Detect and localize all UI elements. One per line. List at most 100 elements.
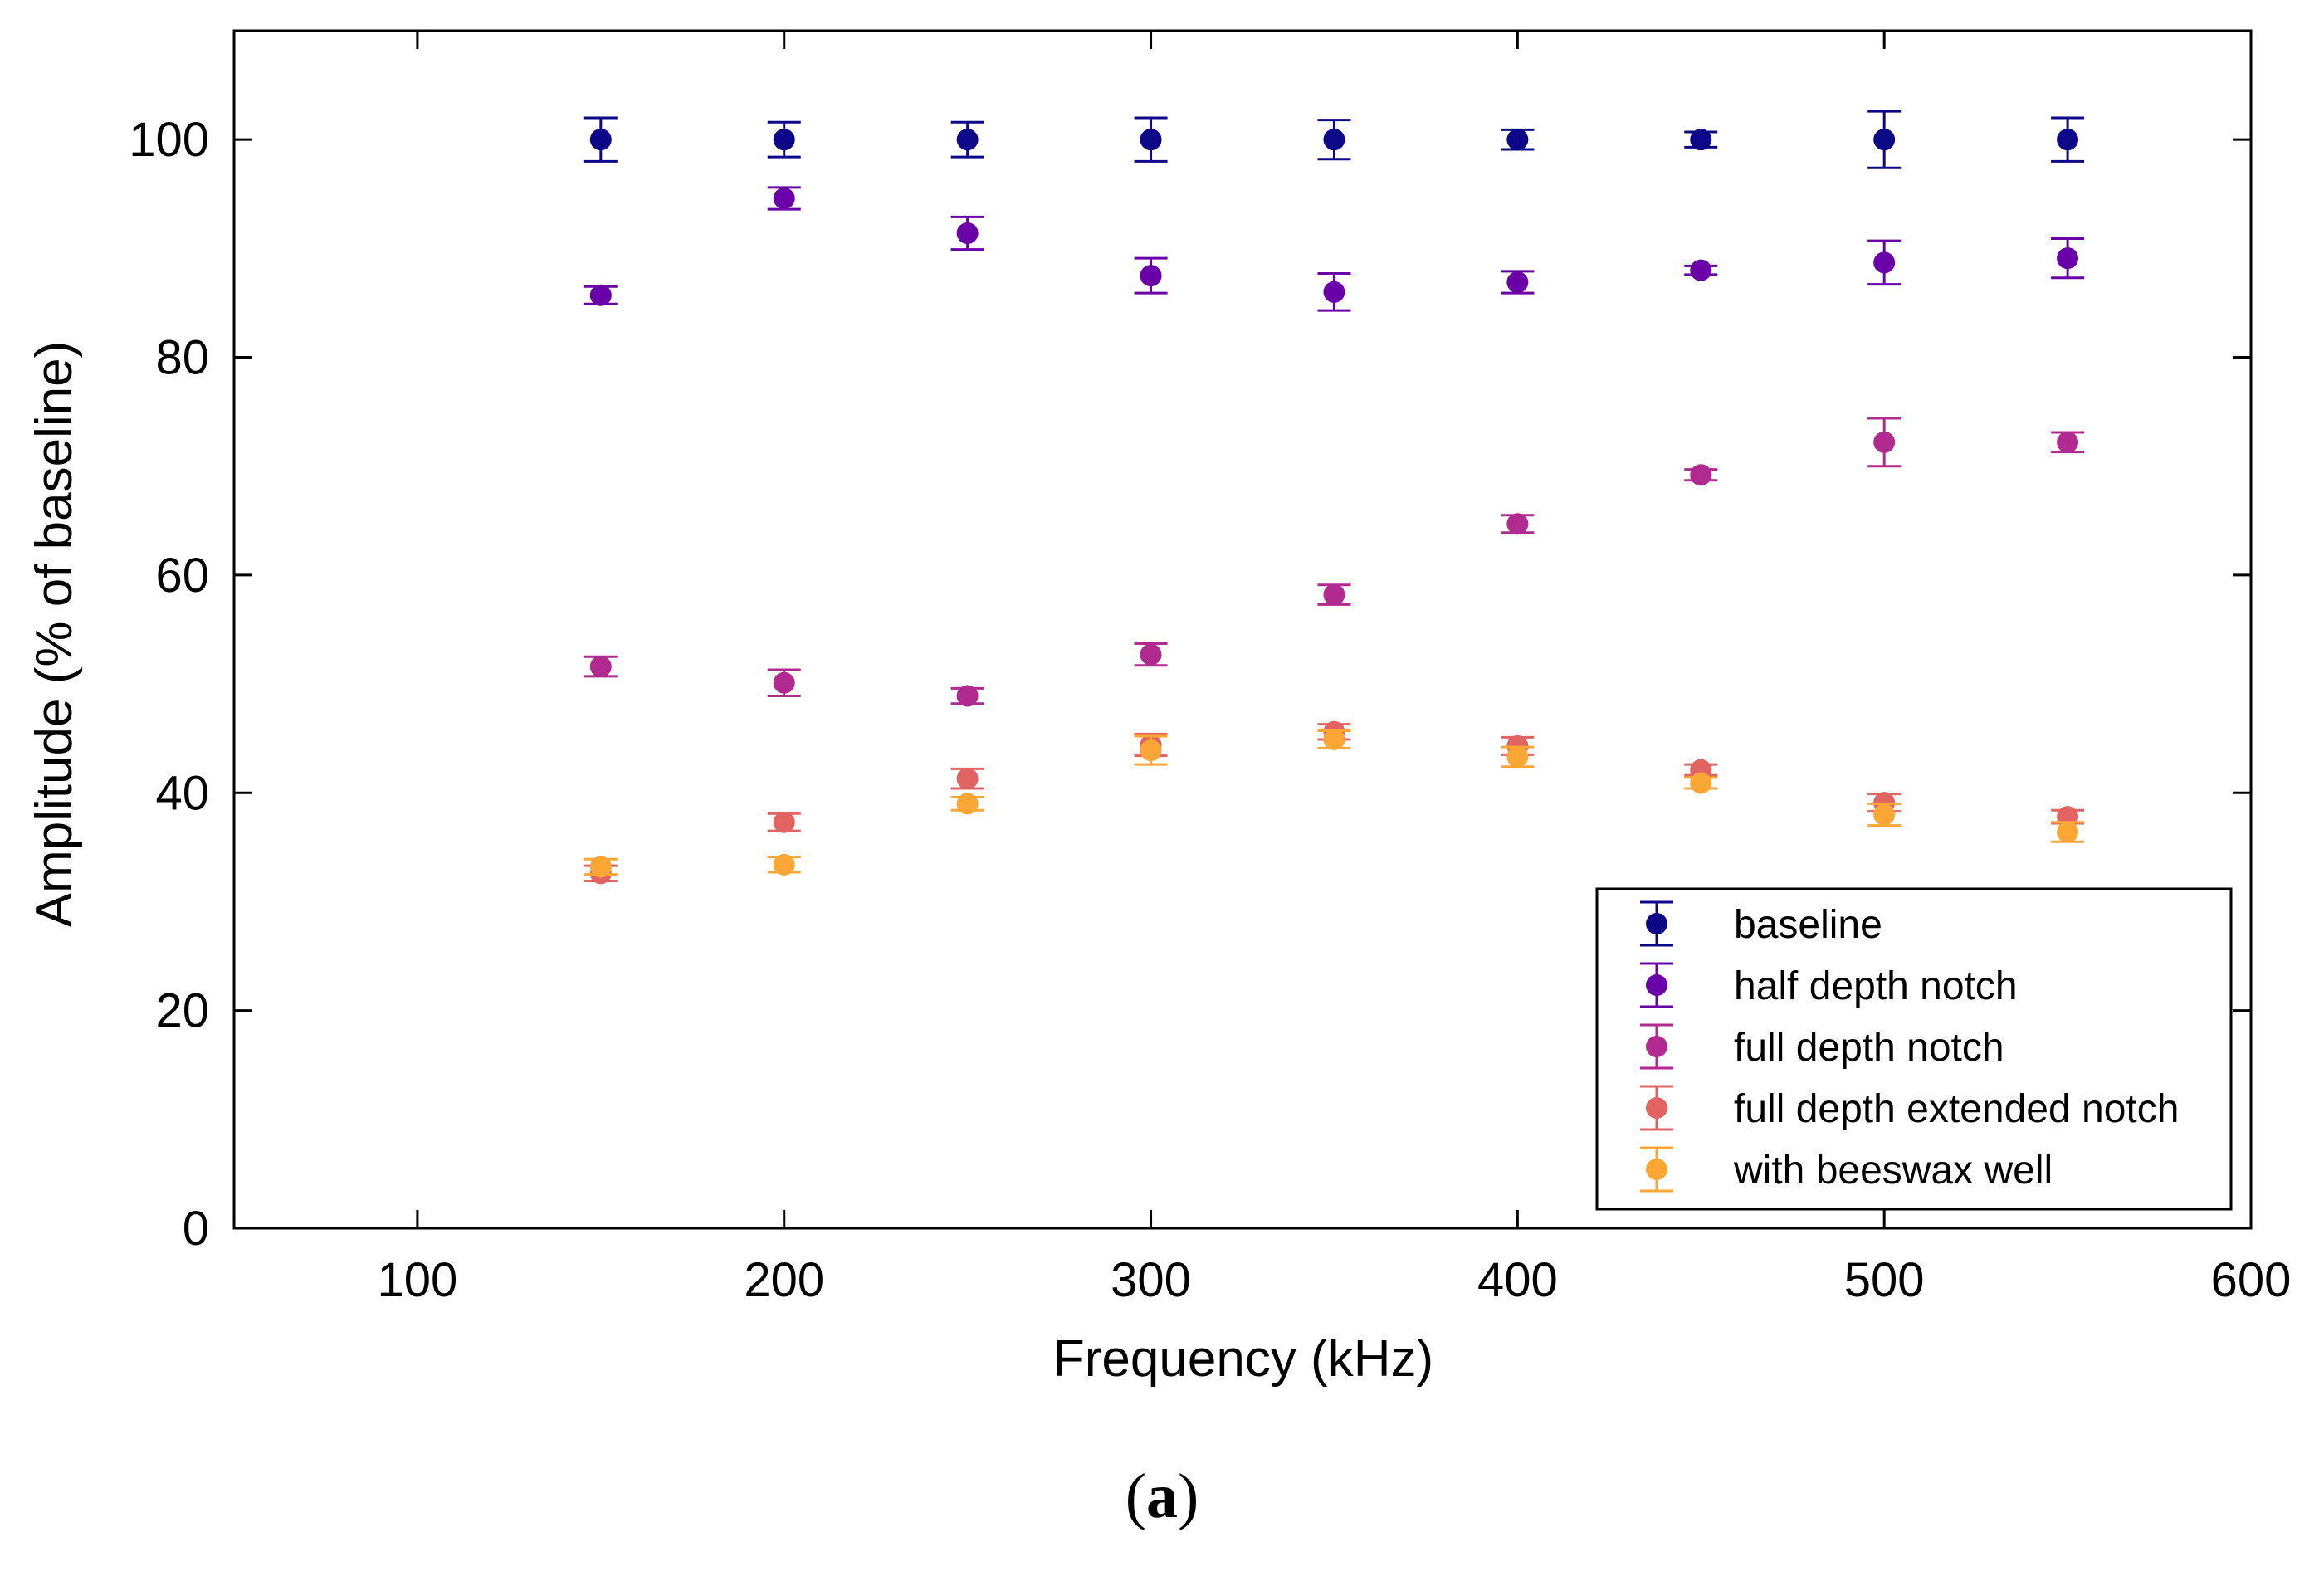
marker bbox=[1506, 745, 1529, 768]
legend-entry: half depth notch bbox=[1640, 962, 2018, 1008]
data-point bbox=[2051, 237, 2085, 280]
data-point bbox=[950, 215, 984, 251]
marker bbox=[589, 856, 612, 878]
y-tick-label-40: 40 bbox=[155, 766, 209, 820]
data-point bbox=[1317, 272, 1351, 312]
data-point bbox=[2051, 116, 2085, 163]
data-point bbox=[583, 284, 618, 306]
x-axis-title: Frequency (kHz) bbox=[1053, 1330, 1433, 1388]
marker bbox=[1690, 129, 1712, 151]
data-point bbox=[767, 853, 801, 876]
legend-label: half depth notch bbox=[1734, 964, 2018, 1008]
y-tick-label-80: 80 bbox=[155, 331, 209, 385]
marker bbox=[1140, 129, 1162, 151]
data-point bbox=[2051, 821, 2085, 843]
x-tick-label-400: 400 bbox=[1477, 1253, 1558, 1307]
marker bbox=[2057, 129, 2079, 151]
data-point bbox=[1134, 116, 1168, 163]
marker bbox=[2057, 431, 2079, 453]
marker bbox=[1323, 583, 1345, 606]
marker bbox=[1690, 772, 1712, 794]
data-point bbox=[767, 668, 801, 698]
marker bbox=[1323, 281, 1345, 303]
plot-frame bbox=[232, 29, 2253, 1230]
data-point bbox=[583, 116, 618, 163]
marker bbox=[1873, 803, 1896, 826]
data-point bbox=[767, 186, 801, 211]
marker bbox=[1140, 265, 1162, 287]
marker bbox=[1873, 129, 1896, 151]
series-with-beeswax-well bbox=[583, 728, 2085, 878]
legend-marker bbox=[1646, 913, 1667, 934]
legend-label: full depth extended notch bbox=[1734, 1087, 2179, 1131]
legend-box bbox=[1595, 887, 2233, 1211]
marker bbox=[1323, 129, 1345, 151]
series-full-depth-notch bbox=[583, 417, 2085, 707]
legend-marker bbox=[1646, 974, 1667, 996]
legend-marker bbox=[1646, 1036, 1667, 1057]
y-tick-label-100: 100 bbox=[129, 113, 209, 167]
marker bbox=[2057, 247, 2079, 270]
data-point bbox=[950, 685, 984, 707]
x-tick-label-500: 500 bbox=[1844, 1253, 1925, 1307]
marker bbox=[1140, 739, 1162, 762]
marker bbox=[956, 793, 979, 815]
marker bbox=[1873, 251, 1896, 274]
data-point bbox=[950, 793, 984, 815]
marker bbox=[1690, 464, 1712, 486]
caption-close-paren: ) bbox=[1178, 1461, 1199, 1531]
legend: baseline half depth notch full depth notch… bbox=[1595, 887, 2233, 1211]
data-point bbox=[1684, 464, 1718, 486]
data-point bbox=[1868, 417, 1902, 468]
data-point bbox=[1317, 119, 1351, 161]
legend-entry: baseline bbox=[1640, 900, 1882, 947]
caption-open-paren: ( bbox=[1125, 1461, 1146, 1531]
marker bbox=[589, 284, 612, 306]
marker bbox=[773, 853, 795, 876]
data-point bbox=[950, 767, 984, 790]
data-point bbox=[583, 655, 618, 678]
marker bbox=[589, 129, 612, 151]
axes-frame bbox=[232, 29, 2253, 1230]
data-point bbox=[1501, 745, 1535, 768]
marker bbox=[773, 671, 795, 694]
legend-marker bbox=[1646, 1159, 1667, 1180]
data-point bbox=[1684, 129, 1718, 151]
marker bbox=[1506, 513, 1529, 535]
caption-letter: a bbox=[1146, 1461, 1178, 1531]
legend-label: full depth notch bbox=[1734, 1026, 2004, 1070]
x-tick-label-300: 300 bbox=[1111, 1253, 1191, 1307]
data-point bbox=[1317, 583, 1351, 606]
data-point bbox=[1501, 513, 1535, 535]
data-point bbox=[1868, 802, 1902, 827]
data-point bbox=[1868, 239, 1902, 286]
data-point bbox=[1684, 772, 1718, 794]
data-point bbox=[1501, 128, 1535, 151]
marker bbox=[1140, 643, 1162, 666]
marker bbox=[773, 811, 795, 833]
marker bbox=[1506, 271, 1529, 294]
marker bbox=[1690, 259, 1712, 281]
series-layer bbox=[583, 110, 2085, 885]
marker bbox=[589, 656, 612, 678]
x-tick-label-100: 100 bbox=[378, 1253, 458, 1307]
data-point bbox=[1134, 642, 1168, 667]
marker bbox=[1506, 129, 1529, 151]
data-point bbox=[2051, 431, 2085, 454]
legend-entry: full depth notch bbox=[1640, 1023, 2004, 1070]
legend-entry: with beeswax well bbox=[1640, 1146, 2053, 1193]
data-point bbox=[1317, 728, 1351, 750]
ticks: 100 200 300 400 500 600 0 20 40 60 80 100 bbox=[129, 31, 2291, 1307]
x-tick-label-600: 600 bbox=[2211, 1253, 2292, 1307]
figure-caption: (a) bbox=[0, 1461, 2324, 1533]
legend-label: with beeswax well bbox=[1733, 1149, 2053, 1193]
data-point bbox=[1134, 256, 1168, 295]
data-point bbox=[767, 811, 801, 833]
marker bbox=[956, 768, 979, 790]
y-tick-label-20: 20 bbox=[155, 984, 209, 1038]
y-axis-title: Amplitude (% of baseline) bbox=[26, 341, 83, 927]
marker bbox=[773, 188, 795, 210]
series-half-depth-notch bbox=[583, 186, 2085, 312]
data-point bbox=[1134, 734, 1168, 766]
